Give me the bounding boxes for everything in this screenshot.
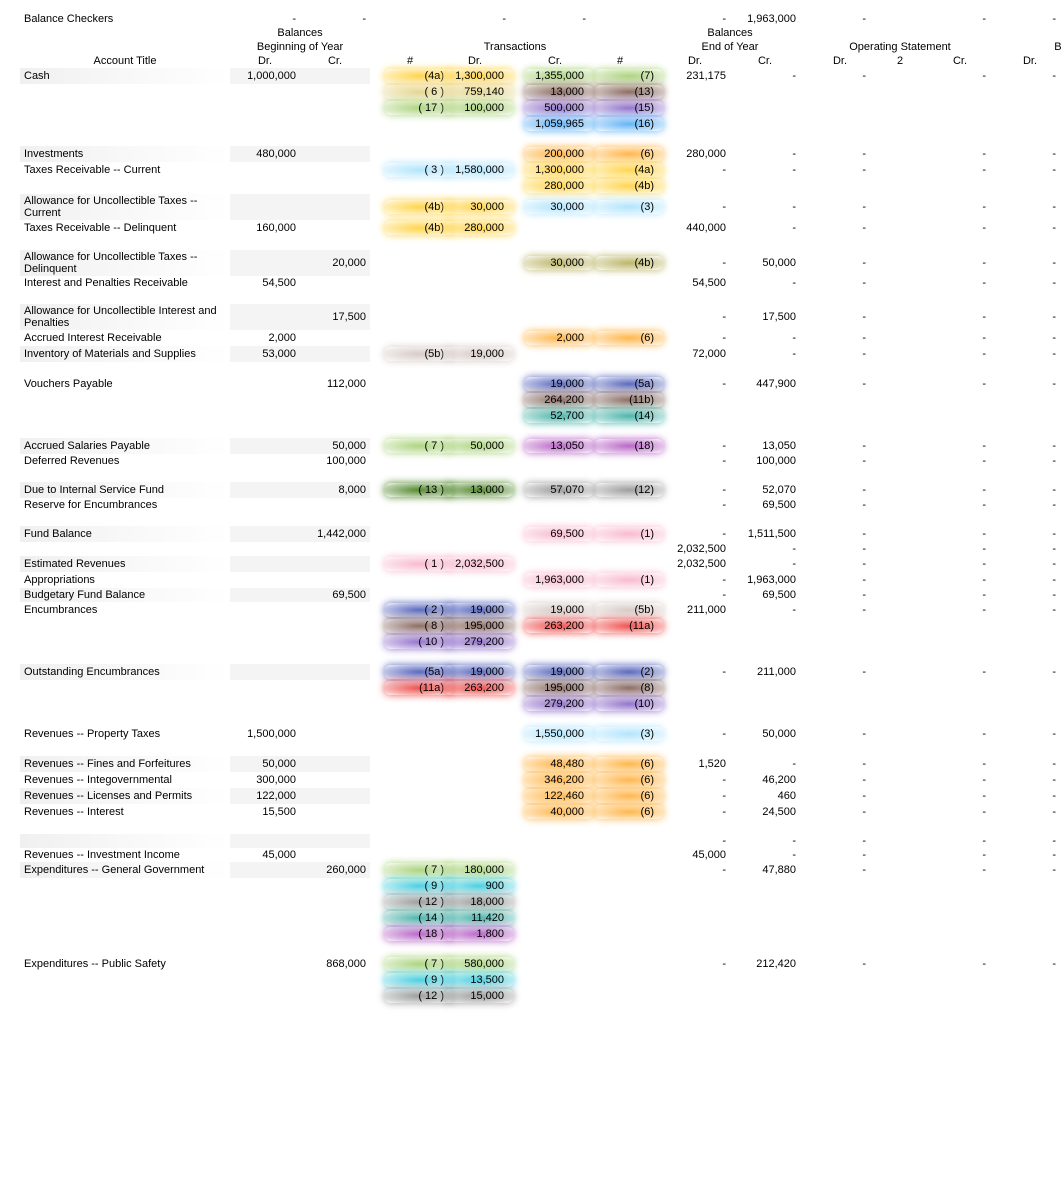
worksheet-table: Balance Checkers-----1,963,000---Balance… xyxy=(20,12,1062,1004)
